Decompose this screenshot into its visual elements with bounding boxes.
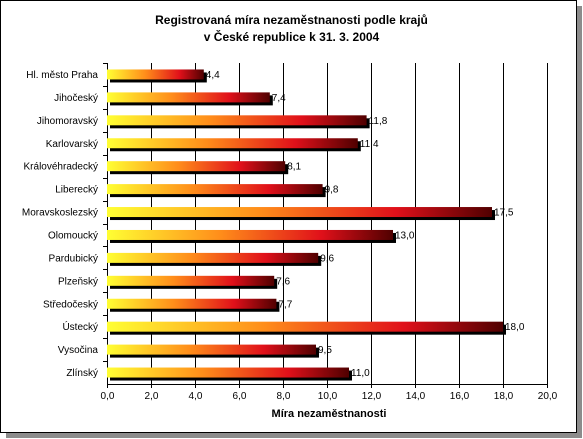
data-label: 11,0	[351, 368, 370, 379]
bars	[107, 69, 506, 381]
data-label: 9,8	[325, 185, 339, 196]
category-label: Ústecký	[62, 320, 98, 333]
frame-shadow-right	[577, 6, 582, 438]
category-label: Liberecký	[55, 185, 98, 196]
bar	[107, 367, 349, 378]
bar	[107, 321, 503, 332]
x-tick-label: 8,0	[277, 391, 291, 402]
x-tick-label: 18,0	[494, 391, 514, 402]
data-label: 11,4	[360, 139, 379, 150]
bar	[107, 184, 323, 195]
category-label: Středočeský	[43, 299, 98, 310]
gridlines	[103, 63, 548, 388]
bar	[107, 344, 316, 355]
category-label: Moravskoslezský	[22, 208, 98, 219]
data-label: 4,4	[206, 70, 220, 81]
category-label: Plzeňský	[58, 276, 98, 287]
x-tick-label: 16,0	[450, 391, 470, 402]
x-tick-label: 20,0	[538, 391, 558, 402]
data-label: 8,1	[287, 162, 301, 173]
x-tick-label: 10,0	[318, 391, 338, 402]
bar	[107, 92, 270, 103]
category-label: Hl. město Praha	[26, 70, 98, 81]
category-label: Královéhradecký	[24, 162, 98, 173]
bar	[107, 207, 492, 218]
bar	[107, 298, 277, 309]
category-label: Jihočeský	[54, 93, 98, 104]
frame-shadow-bottom	[6, 433, 582, 438]
x-tick-label: 2,0	[145, 391, 159, 402]
x-axis-title: Míra nezaměstnanosti	[272, 408, 387, 420]
x-tick-label: 14,0	[406, 391, 426, 402]
category-label: Pardubický	[49, 253, 98, 264]
data-label: 7,7	[278, 299, 292, 310]
data-label: 11,8	[369, 116, 388, 127]
x-tick-label: 4,0	[189, 391, 203, 402]
data-label: 7,6	[276, 276, 290, 287]
data-label: 9,5	[318, 345, 332, 356]
bar	[107, 69, 204, 80]
data-label: 13,0	[395, 230, 415, 241]
data-label: 17,5	[494, 208, 514, 219]
bar	[107, 229, 393, 240]
category-label: Olomoucký	[48, 230, 98, 241]
bar	[107, 115, 367, 126]
data-label: 18,0	[505, 322, 525, 333]
bar	[107, 161, 286, 172]
category-label: Karlovarský	[46, 139, 98, 150]
bar	[107, 252, 319, 263]
x-tick-label: 0,0	[101, 391, 115, 402]
chart-title-line-2: v České republice k 31. 3. 2004	[203, 30, 380, 44]
x-tick-label: 12,0	[362, 391, 382, 402]
data-label: 9,6	[320, 253, 334, 264]
category-label: Vysočina	[58, 345, 99, 356]
category-label: Jihomoravský	[37, 116, 98, 127]
labels: 0,0 2,0 4,0 6,0 8,0 10,0 12,0 14,0 16,0 18,0 20,0 H…	[22, 70, 558, 402]
chart-title-line-1: Registrovaná míra nezaměstnanosti podle …	[155, 13, 428, 27]
category-label: Zlínský	[66, 368, 98, 379]
chart-title: Registrovaná míra nezaměstnanosti podle …	[0, 12, 583, 46]
bar	[107, 138, 358, 149]
bar	[107, 275, 275, 286]
data-label: 7,4	[272, 93, 286, 104]
x-tick-label: 6,0	[233, 391, 247, 402]
